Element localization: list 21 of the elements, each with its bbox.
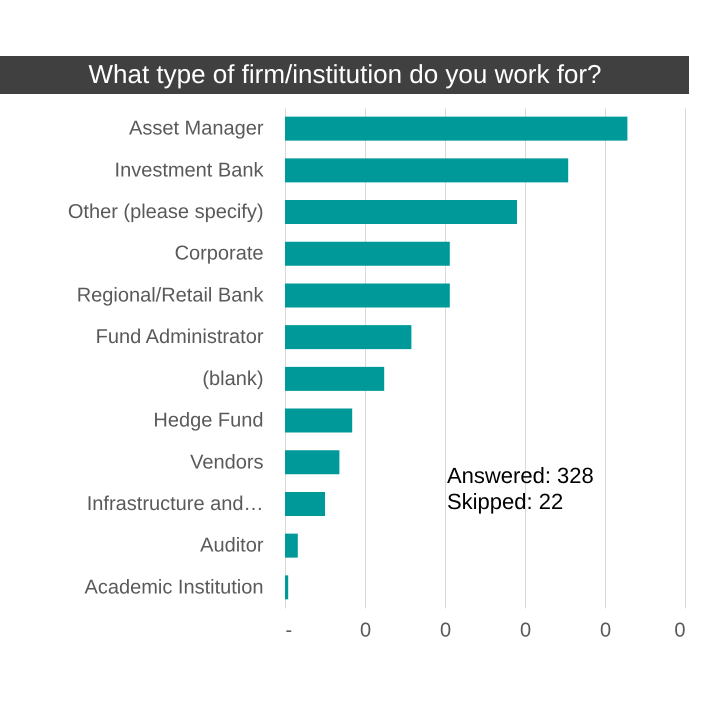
y-tick-label: Infrastructure and…	[86, 492, 264, 515]
y-tick-label: Hedge Fund	[153, 410, 264, 432]
x-tick-label: 0	[600, 620, 612, 642]
annotation: Answered: 328	[447, 463, 594, 488]
x-tick-label: 0	[674, 620, 686, 642]
y-tick-label: Vendors	[190, 451, 264, 474]
x-tick-label: -	[286, 620, 292, 642]
y-tick-label: Investment Bank	[114, 159, 264, 182]
y-tick-label: Academic Institution	[84, 576, 264, 598]
y-tick-label: (blank)	[202, 368, 264, 390]
x-tick-label: 0	[520, 620, 532, 642]
y-tick-label: Fund Administrator	[96, 326, 264, 348]
annotation: Skipped: 22	[447, 489, 564, 514]
x-tick-label: 0	[440, 620, 452, 642]
y-tick-label: Other (please specify)	[68, 201, 264, 224]
y-tick-label: Regional/Retail Bank	[76, 284, 264, 306]
x-tick-label: 0	[360, 620, 372, 642]
y-tick-label: Auditor	[200, 534, 264, 557]
chart-title: What type of firm/institution do you work for?	[88, 59, 602, 89]
y-tick-label: Asset Manager	[128, 118, 264, 140]
y-tick-label: Corporate	[174, 242, 264, 265]
